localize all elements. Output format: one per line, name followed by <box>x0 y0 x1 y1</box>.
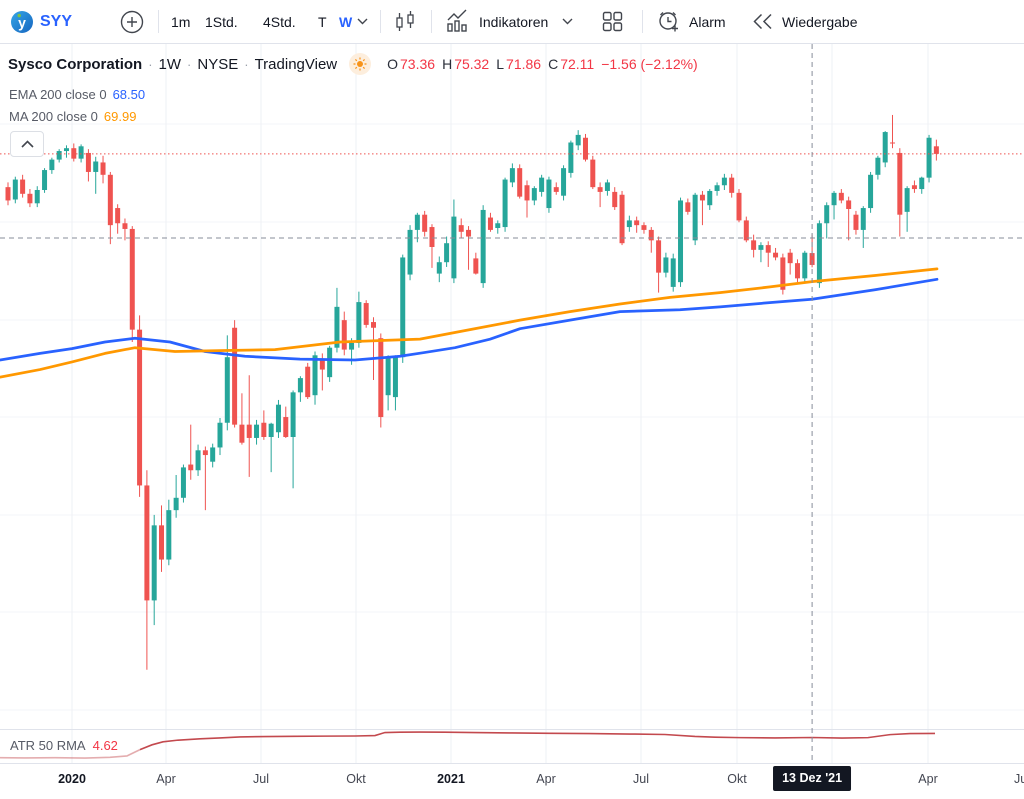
chart-legend-title: Sysco Corporation · 1W · NYSE · TradingV… <box>8 53 698 75</box>
x-axis-label: 2021 <box>437 772 465 786</box>
ma-legend: MA 200 close 0 69.99 <box>9 109 136 124</box>
symbol-title: Sysco Corporation <box>8 55 143 73</box>
symbol-logo[interactable]: y <box>10 0 34 43</box>
toolbar-separator <box>158 10 159 33</box>
alarm-clock-icon <box>659 12 678 32</box>
legend-collapse-button[interactable] <box>10 131 44 157</box>
open-value: 73.36 <box>400 56 436 72</box>
x-axis-label: Jul <box>1014 772 1024 786</box>
alarm-button[interactable]: Alarm <box>655 0 726 43</box>
x-axis-label: Apr <box>156 772 176 786</box>
x-axis-label: Jul <box>253 772 269 786</box>
top-toolbar: y SYY 1m 1Std. 4Std. T W <box>0 0 1024 44</box>
indicator-templates-button[interactable] <box>600 0 625 43</box>
atr-value: 4.62 <box>92 738 118 753</box>
chevron-up-icon <box>20 140 34 148</box>
time-axis[interactable]: 13 Dez '21 2020 Apr Jul Okt 2021 Apr Jul Okt Apr… <box>0 763 1024 799</box>
alarm-label: Alarm <box>689 13 726 30</box>
rewind-icon <box>753 13 772 30</box>
replay-button[interactable]: Wiedergabe <box>750 0 858 43</box>
ma-value: 69.99 <box>103 109 137 124</box>
ema-value: 68.50 <box>112 87 146 102</box>
low-value: 71.86 <box>506 56 542 72</box>
interval-dropdown-button[interactable] <box>357 0 368 43</box>
close-value: 72.11 <box>560 56 595 72</box>
interval-4h[interactable]: 4Std. <box>263 13 296 30</box>
replay-label: Wiedergabe <box>782 13 858 30</box>
indicators-button[interactable]: Indikatoren <box>444 0 573 43</box>
x-axis-label: Apr <box>918 772 938 786</box>
indicators-label: Indikatoren <box>479 13 549 30</box>
x-axis-label: Jul <box>633 772 649 786</box>
interval-1m[interactable]: 1m <box>171 13 191 30</box>
interval-day[interactable]: T <box>318 13 327 30</box>
crosshair-date-badge: 13 Dez '21 <box>773 766 852 791</box>
x-axis-label: Okt <box>346 772 366 786</box>
chevron-down-icon <box>357 18 368 25</box>
ma-label: MA 200 close 0 <box>9 109 98 124</box>
indicators-icon <box>447 9 467 32</box>
chevron-down-icon <box>562 18 573 25</box>
svg-text:y: y <box>18 14 26 30</box>
x-axis-label: Apr <box>536 772 556 786</box>
grid-templates-icon <box>602 11 623 32</box>
legend-interval: 1W <box>158 55 182 73</box>
atr-legend: ATR 50 RMA 4.62 <box>10 738 118 753</box>
symbol-logo-icon: y <box>11 10 33 33</box>
toolbar-separator <box>380 10 381 33</box>
symbol-name: SYY <box>40 12 73 30</box>
ohlc-values: O 73.36 H 75.32 L 71.86 C 72.11 −1.56 (−2.12… <box>387 56 698 72</box>
ema-label: EMA 200 close 0 <box>9 87 107 102</box>
legend-platform: TradingView <box>254 55 338 73</box>
compare-add-button[interactable] <box>119 0 145 43</box>
x-axis-label: 2020 <box>58 772 86 786</box>
change-value: −1.56 (−2.12%) <box>601 56 698 72</box>
symbol-search-button[interactable]: SYY <box>40 0 72 43</box>
ema-legend: EMA 200 close 0 68.50 <box>9 87 145 102</box>
atr-label: ATR 50 RMA <box>10 738 86 753</box>
interval-week-active[interactable]: W <box>339 13 353 30</box>
x-axis-label: Okt <box>727 772 747 786</box>
legend-exchange: NYSE <box>197 55 239 73</box>
toolbar-separator <box>642 10 643 33</box>
high-value: 75.32 <box>454 56 490 72</box>
interval-1h[interactable]: 1Std. <box>205 13 238 30</box>
market-status-icon <box>349 53 372 75</box>
candlestick-style-icon <box>396 10 414 31</box>
toolbar-separator <box>431 10 432 33</box>
chart-style-button[interactable] <box>392 0 418 43</box>
plus-circle-icon <box>120 10 144 33</box>
